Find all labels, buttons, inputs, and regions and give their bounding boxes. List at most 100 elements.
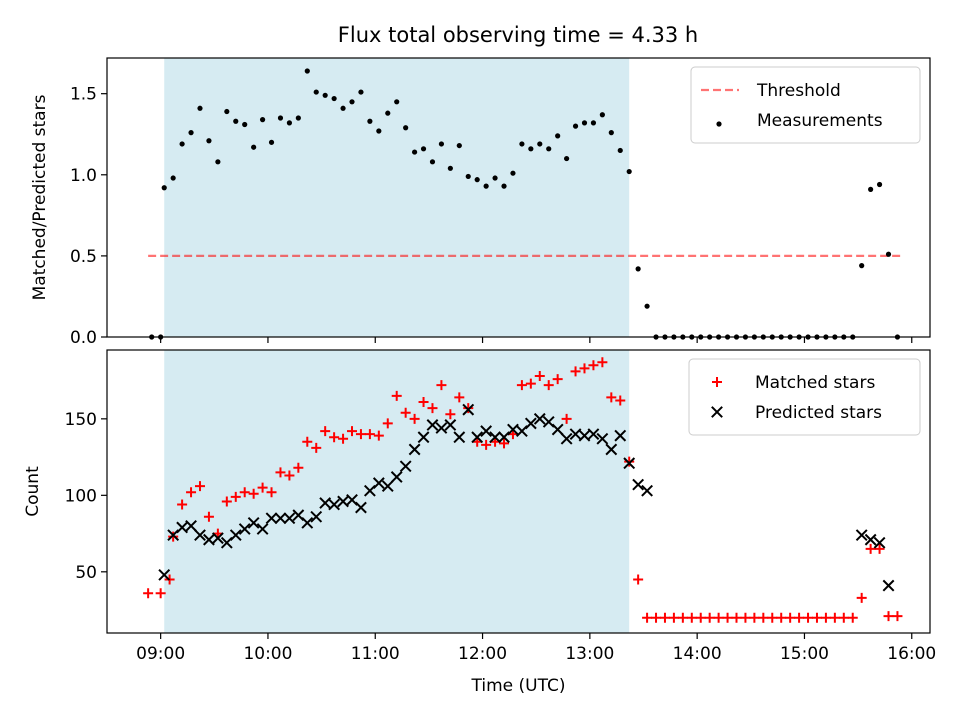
legend-label: Matched stars (755, 373, 875, 393)
matched-star-point (642, 612, 653, 623)
matched-star-point (856, 592, 867, 603)
predicted-star-point (533, 412, 546, 425)
matched-star-point (838, 612, 849, 623)
measurement-point (340, 105, 346, 111)
measurement-point (546, 146, 552, 152)
matched-star-point (143, 588, 154, 599)
predicted-star-point (203, 533, 215, 546)
measurement-point (608, 130, 614, 136)
matched-star-point (794, 612, 805, 623)
matched-star-point (194, 481, 205, 492)
predicted-star-point (256, 523, 269, 535)
predicted-star-point (247, 516, 260, 529)
measurement-point (626, 168, 632, 175)
predicted-star-point (855, 529, 868, 542)
predicted-star-point (176, 521, 189, 534)
matched-star-point (579, 363, 590, 374)
predicted-star-point (605, 443, 618, 456)
predicted-star-point (569, 428, 582, 441)
predicted-star-point (274, 512, 287, 525)
matched-star-point (686, 612, 697, 623)
matched-star-point (248, 488, 259, 499)
matched-star-point (445, 409, 456, 420)
matched-star-point (481, 439, 492, 450)
measurement-point (367, 118, 373, 124)
matched-star-point (275, 467, 286, 478)
matched-star-point (659, 612, 670, 623)
matched-star-point (829, 612, 840, 623)
matched-star-point (284, 470, 295, 481)
y-tick-label: 0.5 (70, 247, 97, 267)
matched-star-point (177, 499, 188, 510)
matched-star-point (677, 612, 688, 623)
matched-star-point (355, 429, 366, 440)
matched-star-point (803, 612, 814, 623)
y-tick-label: 100 (65, 486, 97, 506)
matched-star-point (651, 612, 662, 623)
matched-star-point (704, 612, 715, 623)
measurement-point (617, 147, 623, 154)
measurement-point (465, 173, 471, 180)
matched-star-point (302, 436, 313, 447)
top-panel: 0.0 0.5 1.0 1.5 Matched/Predicted stars Thres… (30, 57, 931, 348)
y-tick-label: 0.0 (70, 328, 97, 348)
chart-title: Flux total observing time = 4.33 h (338, 23, 698, 47)
predicted-star-point (194, 529, 206, 542)
predicted-star-point (578, 429, 591, 442)
matched-star-point (847, 612, 858, 623)
measurement-point (358, 89, 364, 95)
matched-star-point (230, 491, 241, 502)
measurement-point (411, 149, 418, 155)
matched-star-point (534, 371, 545, 382)
legend-measurement-swatch (716, 121, 722, 127)
matched-star-point (597, 357, 608, 368)
predicted-star-point (524, 417, 537, 430)
matched-star-point (695, 612, 706, 623)
matched-star-point (203, 511, 214, 522)
x-axis-label: Time (UTC) (471, 676, 566, 696)
measurement-point (376, 128, 382, 134)
predicted-star-point (390, 471, 403, 483)
measurement-point (286, 120, 293, 126)
measurement-point (483, 183, 489, 189)
measurement-point (885, 251, 892, 257)
matched-star-point (400, 407, 411, 418)
bottom-panel: 50 100 150 09:00 10:00 11:00 12:00 13:00 14:00 15… (23, 349, 936, 696)
measurement-point (161, 185, 167, 191)
matched-star-point (347, 426, 358, 437)
predicted-star-point (462, 403, 475, 416)
matched-star-point (749, 612, 760, 623)
matched-star-point (499, 438, 510, 449)
measurement-point (644, 303, 650, 309)
predicted-star-point (426, 419, 439, 431)
x-tick-label: 10:00 (243, 644, 292, 664)
axes-frame (106, 349, 931, 634)
legend: Matched stars Predicted stars (688, 358, 921, 436)
measurement-point (349, 99, 355, 105)
matched-star-point (615, 395, 626, 406)
observing-span (164, 58, 630, 337)
matched-star-point (570, 366, 581, 377)
predicted-star-point (265, 512, 278, 525)
matched-star-point (320, 426, 331, 437)
measurement-point (331, 95, 337, 102)
matched-star-point (418, 397, 429, 408)
measurement-point (581, 120, 588, 126)
x-tick-label: 09:00 (136, 644, 185, 664)
matched-star-point (266, 487, 277, 498)
measurement-point (313, 89, 319, 95)
measurement-point (590, 120, 597, 126)
measurement-point (268, 139, 275, 145)
measurement-point (295, 115, 301, 121)
measurement-point (510, 170, 516, 176)
matched-star-point (892, 611, 903, 622)
matched-star-point (257, 482, 268, 493)
measurement-point (492, 175, 498, 181)
predicted-star-point (489, 431, 501, 444)
matched-star-point (874, 543, 885, 554)
measurement-point (519, 141, 525, 147)
y-axis-label: Count (23, 466, 43, 517)
measurement-point (868, 186, 874, 192)
predicted-star-point (882, 579, 895, 592)
